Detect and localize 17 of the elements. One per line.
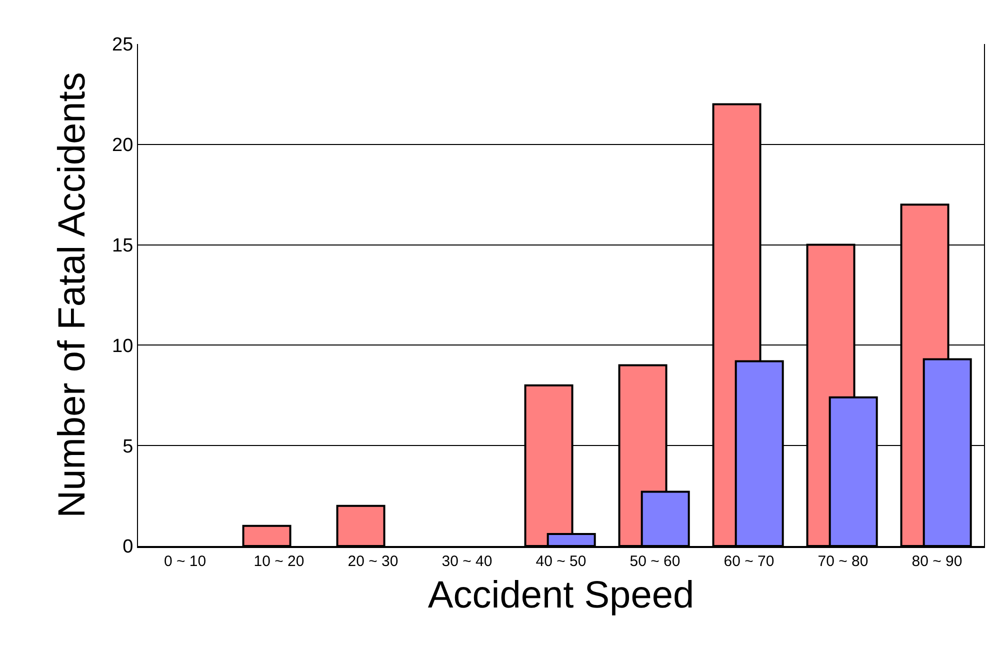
x-tick-label: 50 ~ 60 bbox=[630, 553, 680, 570]
y-axis-title: Number of Fatal Accidents bbox=[51, 72, 94, 518]
x-tick-label: 10 ~ 20 bbox=[254, 553, 304, 570]
x-tick-label: 80 ~ 90 bbox=[912, 553, 962, 570]
y-tick-label: 15 bbox=[112, 235, 134, 256]
x-tick-label: 0 ~ 10 bbox=[164, 553, 206, 570]
y-tick-label: 10 bbox=[112, 336, 134, 357]
x-tick-label: 60 ~ 70 bbox=[724, 553, 774, 570]
x-tick-label: 70 ~ 80 bbox=[818, 553, 868, 570]
x-tick-label: 30 ~ 40 bbox=[442, 553, 492, 570]
y-tick-label: 5 bbox=[122, 436, 134, 458]
x-axis-title: Accident Speed bbox=[428, 574, 694, 617]
x-tick-label: 40 ~ 50 bbox=[536, 553, 586, 570]
y-tick-label: 0 bbox=[122, 536, 134, 558]
x-tick-label: 20 ~ 30 bbox=[348, 553, 398, 570]
y-tick-label: 20 bbox=[112, 135, 134, 156]
y-tick-label: 25 bbox=[112, 34, 134, 56]
